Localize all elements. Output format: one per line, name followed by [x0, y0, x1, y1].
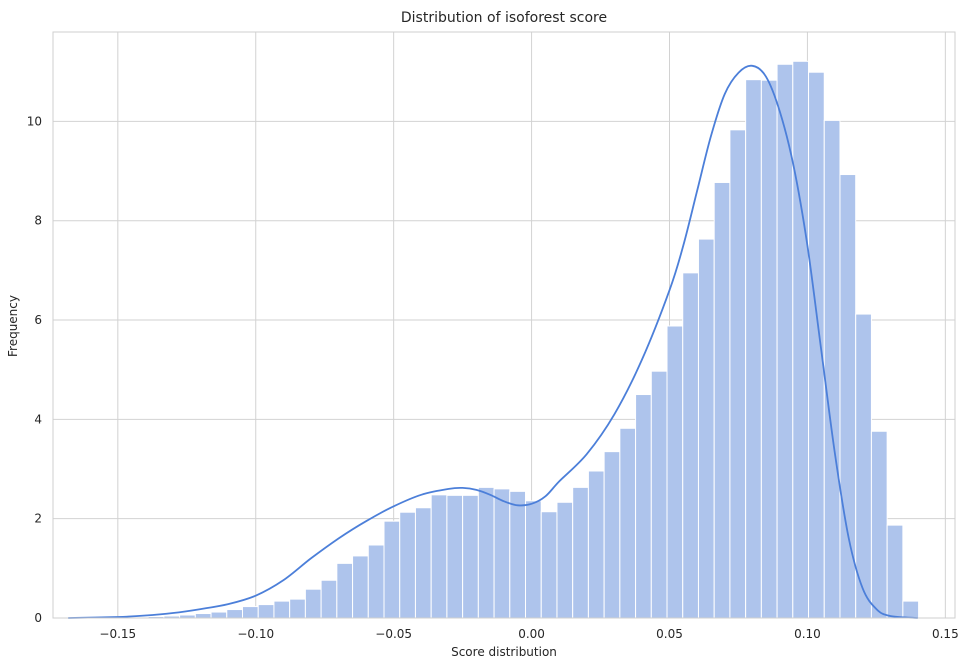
- x-tick-label-5: 0.10: [794, 627, 821, 641]
- histogram-bar-42: [729, 129, 747, 619]
- histogram-bar-51: [870, 430, 888, 619]
- histogram-bar-15: [304, 588, 322, 619]
- x-axis-label: Score distribution: [451, 645, 557, 659]
- histogram-bar-29: [525, 500, 542, 619]
- x-tick-label-0: −0.15: [99, 627, 136, 641]
- histogram-bar-22: [414, 507, 432, 619]
- histogram-bar-28: [509, 490, 527, 619]
- histogram-bar-39: [682, 272, 699, 619]
- histogram-bar-27: [493, 488, 511, 619]
- histogram-bar-46: [792, 60, 810, 619]
- histogram-bar-20: [383, 520, 401, 619]
- histogram-bar-12: [257, 604, 275, 619]
- histogram-bar-41: [713, 181, 731, 619]
- histogram-bar-34: [603, 451, 621, 619]
- chart-title: Distribution of isoforest score: [401, 10, 607, 26]
- x-tick-label-2: −0.05: [375, 627, 412, 641]
- histogram-bar-11: [242, 606, 259, 619]
- y-tick-label-5: 10: [27, 114, 42, 128]
- histogram-bar-35: [619, 427, 637, 619]
- histogram-bar-44: [760, 79, 778, 619]
- histogram-bar-17: [336, 562, 354, 619]
- y-axis-label: Frequency: [6, 295, 20, 357]
- y-tick-label-4: 8: [34, 214, 42, 228]
- histogram-bars: [69, 60, 920, 619]
- histogram-bar-33: [587, 470, 605, 619]
- histogram-bar-14: [289, 598, 306, 619]
- histogram-bar-40: [697, 238, 715, 619]
- histogram-bar-36: [635, 394, 652, 619]
- y-tick-label-3: 6: [34, 313, 42, 327]
- histogram-bar-8: [194, 613, 212, 619]
- histogram-bar-31: [556, 501, 574, 619]
- histogram-bar-32: [572, 486, 589, 619]
- y-tick-label-1: 2: [34, 512, 42, 526]
- histogram-bar-10: [226, 609, 244, 619]
- histogram-bar-53: [902, 600, 920, 619]
- histogram-bar-26: [477, 486, 495, 619]
- x-axis-ticks: −0.15 −0.10 −0.05 0.00 0.05 0.10 0.15: [99, 627, 958, 641]
- y-tick-label-0: 0: [34, 611, 42, 625]
- histogram-bar-52: [886, 524, 904, 619]
- histogram-bar-21: [399, 511, 416, 619]
- histogram-bar-37: [650, 370, 668, 619]
- histogram-bar-45: [776, 63, 794, 619]
- x-tick-label-4: 0.05: [656, 627, 683, 641]
- histogram-bar-48: [823, 119, 841, 619]
- x-tick-label-3: 0.00: [518, 627, 545, 641]
- histogram-bar-24: [446, 494, 464, 619]
- y-tick-label-2: 4: [34, 412, 42, 426]
- histogram-bar-13: [273, 600, 291, 619]
- histogram-bar-30: [540, 511, 558, 619]
- histogram-bar-18: [352, 555, 369, 619]
- histogram-bar-25: [462, 494, 479, 619]
- x-tick-label-6: 0.15: [932, 627, 959, 641]
- x-tick-label-1: −0.10: [237, 627, 274, 641]
- histogram-bar-49: [839, 174, 857, 619]
- plot-frame: [52, 31, 956, 619]
- kde-line: [68, 64, 918, 619]
- histogram-bar-23: [430, 494, 448, 619]
- histogram-bar-43: [745, 79, 762, 619]
- y-axis-ticks: 0 2 4 6 8 10: [27, 114, 42, 625]
- histogram-bar-47: [808, 71, 825, 619]
- histogram-bar-38: [666, 325, 684, 619]
- histogram-bar-16: [320, 579, 338, 619]
- histogram-bar-9: [210, 611, 228, 619]
- histogram-bar-19: [367, 544, 385, 619]
